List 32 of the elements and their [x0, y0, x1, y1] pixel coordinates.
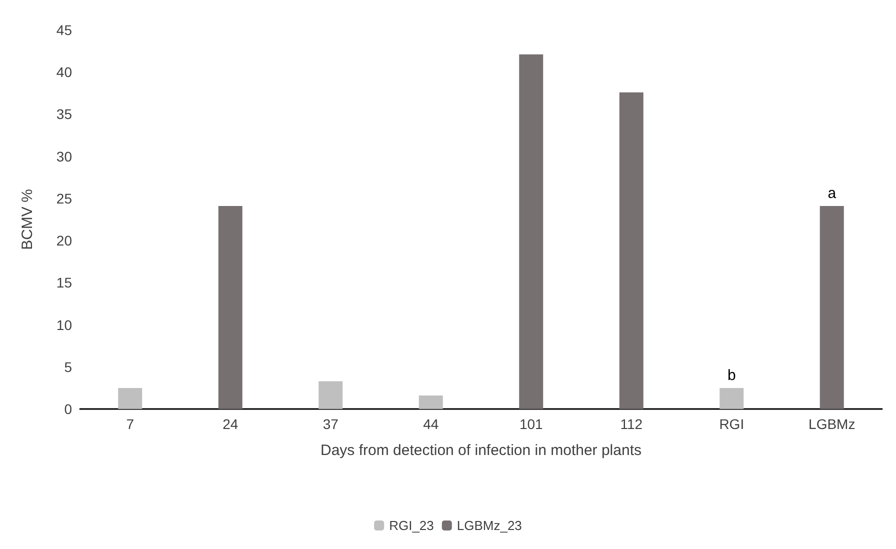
- bar: [820, 206, 844, 409]
- y-tick-label: 30: [56, 148, 72, 164]
- y-tick-label: 15: [56, 274, 72, 291]
- y-axis-title: BCMV %: [19, 189, 36, 250]
- y-tick-label: 40: [56, 64, 72, 80]
- y-tick-label: 0: [64, 401, 72, 417]
- legend-label: RGI_23: [389, 518, 434, 533]
- y-tick-label: 45: [56, 22, 72, 38]
- y-tick-label: 5: [64, 358, 72, 375]
- x-tick-label: 112: [620, 416, 643, 432]
- x-tick-label: 7: [126, 416, 134, 432]
- x-tick-label: 101: [519, 416, 544, 432]
- bar: [619, 92, 644, 409]
- x-tick-label: LGBMz: [808, 416, 856, 432]
- x-tick-label: 44: [423, 416, 439, 432]
- bar: [519, 54, 544, 409]
- bar: [118, 388, 142, 409]
- legend-label: LGBMz_23: [456, 518, 522, 533]
- annotation: a: [828, 185, 837, 202]
- y-tick-label: 20: [56, 232, 72, 249]
- bar: [318, 381, 343, 409]
- y-tick-label: 35: [56, 106, 72, 122]
- bar: [720, 388, 744, 409]
- x-axis-title: Days from detection of infection in mother plants: [320, 442, 642, 459]
- y-tick-label: 10: [56, 316, 72, 333]
- y-tick-label: 25: [56, 190, 72, 206]
- x-tick-label: RGI: [719, 416, 744, 432]
- bar: [418, 396, 443, 409]
- annotation: b: [727, 366, 736, 384]
- x-tick-label: 37: [322, 416, 339, 432]
- bar: [218, 206, 242, 409]
- x-tick-label: 24: [222, 416, 238, 432]
